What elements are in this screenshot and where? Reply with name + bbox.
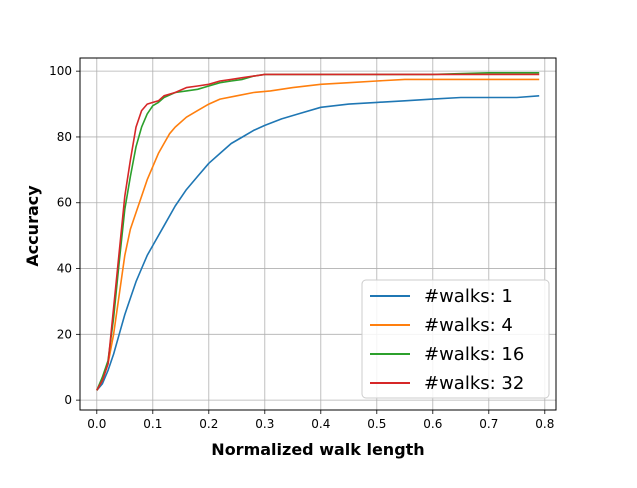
x-tick-label: 0.8: [535, 417, 554, 431]
y-tick-label: 0: [64, 393, 72, 407]
x-tick-label: 0.3: [255, 417, 274, 431]
legend: #walks: 1 #walks: 4 #walks: 16 #walks: 32: [361, 279, 550, 399]
x-tick-label: 0.5: [367, 417, 386, 431]
series-line-2: [96, 78, 540, 391]
axis-ticks: 0.0 0.1 0.2 0.3 0.4 0.5 0.6 0.7 0.8 0 20 40 60 80 100: [49, 64, 554, 431]
legend-label-2: #walks: 4: [424, 315, 513, 336]
series-lines: [96, 72, 540, 391]
x-tick-label: 0.6: [423, 417, 442, 431]
x-tick-label: 0.7: [479, 417, 498, 431]
y-tick-label: 60: [57, 196, 72, 210]
x-tick-label: 0.2: [199, 417, 218, 431]
x-tick-label: 0.1: [143, 417, 162, 431]
x-tick-label: 0.0: [87, 417, 106, 431]
series-line-1: [96, 95, 540, 391]
x-tick-label: 0.4: [311, 417, 330, 431]
y-tick-label: 20: [57, 327, 72, 341]
y-tick-label: 80: [57, 130, 72, 144]
plot-frame: [79, 57, 557, 411]
legend-label-4: #walks: 32: [424, 373, 524, 394]
y-tick-label: 40: [57, 262, 72, 276]
y-axis-label: Accuracy: [23, 185, 42, 267]
legend-label-3: #walks: 16: [424, 344, 524, 365]
y-tick-label: 100: [49, 64, 72, 78]
series-line-4: [96, 73, 540, 391]
x-axis-label: Normalized walk length: [211, 440, 424, 459]
legend-label-1: #walks: 1: [424, 286, 513, 307]
legend-frame: [361, 279, 550, 399]
